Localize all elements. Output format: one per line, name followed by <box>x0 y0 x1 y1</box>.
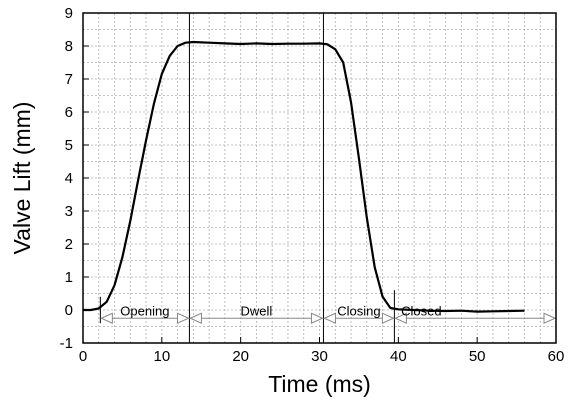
annotation-arrow-right-head <box>543 312 557 325</box>
x-tick-label: 50 <box>469 348 486 365</box>
tick-labels: 0 10 20 30 40 50 60 -1 0 1 2 3 4 5 6 7 8 9 <box>60 5 565 365</box>
y-axis-label: Valve Lift (mm) <box>9 102 35 255</box>
annotation-arrow-left-head <box>394 312 407 325</box>
annotation-arrow-right-head <box>176 312 190 325</box>
y-tick-label: 6 <box>65 104 73 121</box>
phase-annotations: Opening Dwell Closing Closed <box>100 303 557 325</box>
annotation-label: Opening <box>120 303 169 318</box>
y-tick-label: 0 <box>65 302 73 319</box>
y-tick-label: -1 <box>60 335 73 352</box>
annotation-label: Dwell <box>241 303 273 318</box>
grid <box>82 12 557 344</box>
phase-annotation: Dwell <box>189 303 324 325</box>
x-tick-label: 30 <box>311 348 328 365</box>
y-tick-label: 7 <box>65 71 73 88</box>
annotation-arrow-right-head <box>381 312 395 325</box>
series <box>83 40 525 313</box>
phase-markers <box>99 13 395 343</box>
y-tick-label: 5 <box>65 137 73 154</box>
series-line <box>83 40 525 313</box>
y-tick-label: 2 <box>65 236 73 253</box>
x-tick-label: 0 <box>79 348 87 365</box>
phase-annotation: Opening <box>100 303 190 325</box>
x-axis-label: Time (ms) <box>268 371 371 397</box>
x-tick-label: 60 <box>548 348 565 365</box>
y-tick-label: 4 <box>65 170 73 187</box>
y-tick-label: 8 <box>65 38 73 55</box>
phase-annotation: Closed <box>394 303 557 325</box>
annotation-arrow-left-head <box>100 312 113 325</box>
annotation-arrow-left-head <box>323 312 336 325</box>
x-tick-label: 20 <box>232 348 249 365</box>
series-layer <box>83 40 525 313</box>
x-tick-label: 10 <box>153 348 170 365</box>
phase-annotation: Closing <box>323 303 395 325</box>
annotation-arrow-left-head <box>189 312 202 325</box>
annotation-label: Closing <box>337 303 380 318</box>
y-tick-label: 9 <box>65 5 73 22</box>
y-tick-label: 1 <box>65 269 73 286</box>
x-tick-label: 40 <box>390 348 407 365</box>
annotation-arrow-right-head <box>310 312 324 325</box>
y-tick-label: 3 <box>65 203 73 220</box>
